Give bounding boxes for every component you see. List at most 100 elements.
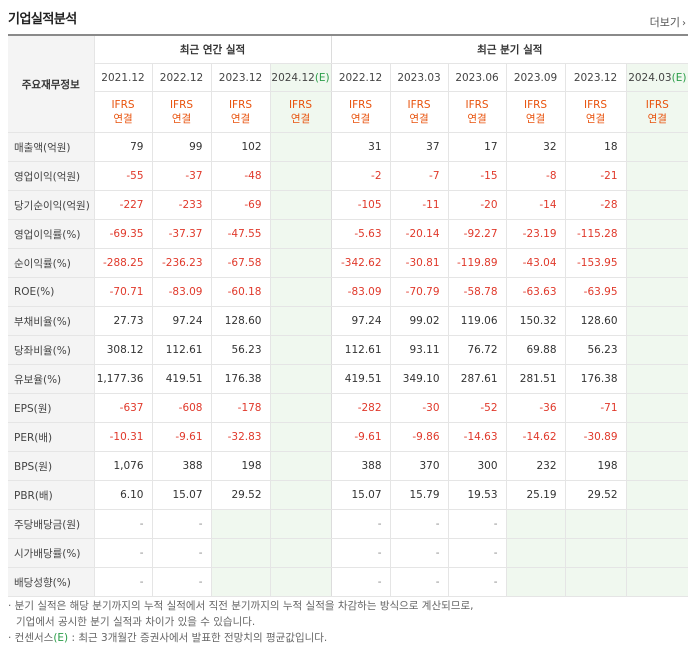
- table-cell: [625, 161, 689, 191]
- table-cell: 281.51: [505, 364, 566, 394]
- table-cell: -119.89: [447, 248, 507, 278]
- table-cell: 32: [505, 132, 566, 162]
- row-label: 배당성향(%): [8, 567, 94, 597]
- table-cell: -: [93, 509, 152, 539]
- ifrs-label: IFRS 연결: [269, 91, 332, 133]
- period-header: 2022.12: [151, 63, 211, 92]
- table-cell: 198: [210, 451, 270, 481]
- row-header-label: 주요재무정보: [8, 34, 94, 133]
- row-label: 영업이익(억원): [8, 161, 94, 191]
- row-label: ROE(%): [8, 277, 94, 307]
- table-cell: -608: [151, 393, 211, 423]
- table-row: 시가배당률(%) - - - - -: [8, 538, 689, 568]
- table-cell: 17: [447, 132, 507, 162]
- table-cell: [269, 306, 332, 336]
- table-cell: [269, 480, 332, 510]
- table-cell: [269, 132, 332, 162]
- quarter-header: 최근 분기 실적: [330, 34, 689, 64]
- table-cell: 198: [564, 451, 627, 481]
- table-cell: [269, 277, 332, 307]
- table-cell: -: [151, 509, 211, 539]
- table-row: 당기순이익(억원) -227 -233 -69 -105 -11 -20 -14 -28: [8, 190, 689, 220]
- table-cell: -: [447, 509, 507, 539]
- table-cell: -23.19: [505, 219, 566, 249]
- table-cell: [625, 567, 689, 597]
- table-cell: -71: [564, 393, 627, 423]
- table-cell: [269, 219, 332, 249]
- table-cell: 6.10: [93, 480, 152, 510]
- table-cell: 25.19: [505, 480, 566, 510]
- table-cell: 349.10: [389, 364, 449, 394]
- table-row: 유보율(%) 1,177.36 419.51 176.38 419.51 349.10 28…: [8, 364, 689, 394]
- table-cell: -236.23: [151, 248, 211, 278]
- table-cell: [269, 393, 332, 423]
- row-label: 시가배당률(%): [8, 538, 94, 568]
- table-cell: -69: [210, 190, 270, 220]
- table-cell: -: [447, 538, 507, 568]
- ifrs-label: IFRS 연결: [93, 91, 152, 133]
- table-cell: -: [93, 538, 152, 568]
- table-cell: [210, 509, 270, 539]
- table-cell: [505, 538, 566, 568]
- table-cell: [564, 509, 627, 539]
- table-cell: 56.23: [210, 335, 270, 365]
- table-cell: 287.61: [447, 364, 507, 394]
- ifrs-label: IFRS 연결: [330, 91, 391, 133]
- row-label: 영업이익률(%): [8, 219, 94, 249]
- table-cell: -30.81: [389, 248, 449, 278]
- table-cell: -10.31: [93, 422, 152, 452]
- more-link[interactable]: 더보기 ›: [650, 14, 686, 30]
- table-cell: -20: [447, 190, 507, 220]
- table-cell: -2: [330, 161, 391, 191]
- table-row: PER(배) -10.31 -9.61 -32.83 -9.61 -9.86 -14.63-…: [8, 422, 689, 452]
- table-cell: [269, 422, 332, 452]
- table-cell: 19.53: [447, 480, 507, 510]
- table-cell: 37: [389, 132, 449, 162]
- table-cell: 29.52: [210, 480, 270, 510]
- financial-table: 주요재무정보 최근 연간 실적 최근 분기 실적 2021.12 2022.12 2…: [8, 34, 689, 597]
- table-cell: -92.27: [447, 219, 507, 249]
- table-cell: [210, 538, 270, 568]
- table-cell: -48: [210, 161, 270, 191]
- table-cell: 128.60: [210, 306, 270, 336]
- table-cell: [269, 509, 332, 539]
- table-cell: 232: [505, 451, 566, 481]
- table-cell: [505, 567, 566, 597]
- table-cell: [269, 161, 332, 191]
- table-cell: 370: [389, 451, 449, 481]
- table-cell: -: [151, 567, 211, 597]
- table-cell: -342.62: [330, 248, 391, 278]
- table-cell: [269, 451, 332, 481]
- ifrs-label: IFRS 연결: [625, 91, 689, 133]
- table-cell: [269, 248, 332, 278]
- table-row: 영업이익(억원) -55 -37 -48 -2 -7 -15 -8 -21: [8, 161, 689, 191]
- table-cell: [564, 538, 627, 568]
- ifrs-label: IFRS 연결: [151, 91, 211, 133]
- table-cell: -15: [447, 161, 507, 191]
- table-cell: [269, 538, 332, 568]
- table-cell: -: [93, 567, 152, 597]
- table-cell: -52: [447, 393, 507, 423]
- table-cell: -55: [93, 161, 152, 191]
- table-cell: 112.61: [330, 335, 391, 365]
- table-cell: -105: [330, 190, 391, 220]
- table-cell: 15.07: [151, 480, 211, 510]
- table-cell: 31: [330, 132, 391, 162]
- table-row: 부채비율(%) 27.73 97.24 128.60 97.24 99.02 119.06 1…: [8, 306, 689, 336]
- table-cell: 79: [93, 132, 152, 162]
- row-label: 매출액(억원): [8, 132, 94, 162]
- table-cell: -83.09: [151, 277, 211, 307]
- table-cell: [505, 509, 566, 539]
- ifrs-label: IFRS 연결: [505, 91, 566, 133]
- table-cell: 119.06: [447, 306, 507, 336]
- ifrs-label: IFRS 연결: [447, 91, 507, 133]
- table-cell: -11: [389, 190, 449, 220]
- table-cell: -233: [151, 190, 211, 220]
- period-header: 2023.09: [505, 63, 566, 92]
- row-label: 주당배당금(원): [8, 509, 94, 539]
- table-cell: -37.37: [151, 219, 211, 249]
- table-cell: 27.73: [93, 306, 152, 336]
- table-cell: [625, 132, 689, 162]
- table-cell: -32.83: [210, 422, 270, 452]
- table-cell: -288.25: [93, 248, 152, 278]
